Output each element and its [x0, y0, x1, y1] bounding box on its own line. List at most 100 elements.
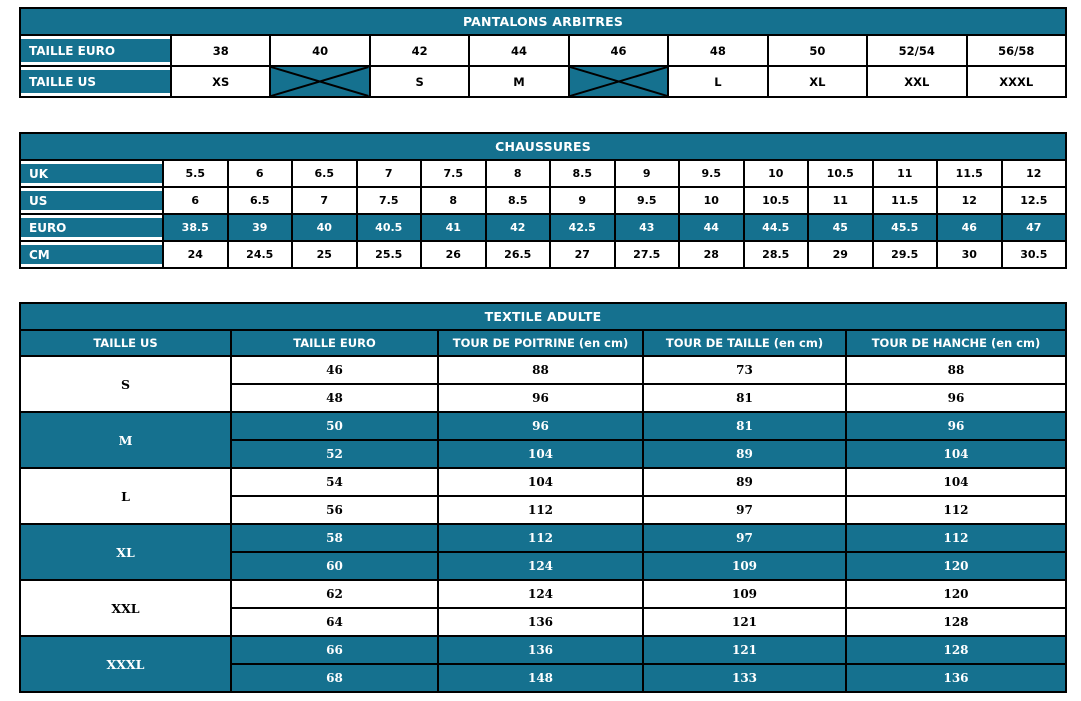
shoe-size-value-cell: 10.5	[807, 159, 874, 188]
shoe-size-value-cell: 12	[1000, 159, 1068, 188]
shoe-size-value-cell: 24	[162, 240, 229, 269]
measurement-value-cell: 124	[437, 551, 644, 581]
measurement-value-cell: 128	[844, 607, 1068, 637]
row-label-cell: TAILLE US	[19, 65, 172, 98]
textile-title: TEXTILE ADULTE	[18, 302, 1068, 331]
size-group-cell: S	[19, 355, 232, 413]
column-header-cell: TOUR DE POITRINE (en cm)	[437, 329, 644, 357]
shoe-size-value-cell: 38.5	[162, 213, 229, 242]
shoe-size-value-cell: 30.5	[1000, 240, 1068, 269]
measurement-value-cell: 96	[437, 383, 644, 413]
shoe-size-value-cell: 8.5	[484, 186, 551, 215]
shoe-size-value-cell: 8.5	[549, 159, 616, 188]
size-group-cell: XXXL	[19, 635, 232, 693]
row-label-cell: CM	[19, 240, 164, 269]
measurement-value-cell: 112	[437, 523, 644, 553]
measurement-value-cell: 48	[230, 383, 439, 413]
size-value-cell: XL	[766, 65, 869, 98]
size-value-cell: 40	[269, 34, 371, 67]
size-value-cell: XXL	[866, 65, 968, 98]
measurement-value-cell: 120	[844, 551, 1068, 581]
crossed-out-size-cell	[269, 65, 371, 98]
cross-out-icon	[570, 67, 667, 96]
size-value-cell: 50	[766, 34, 869, 67]
size-value-cell: M	[468, 65, 570, 98]
measurement-value-cell: 124	[437, 579, 644, 609]
size-value-cell: XS	[169, 65, 272, 98]
measurement-value-cell: 96	[437, 411, 644, 441]
measurement-value-cell: 81	[642, 383, 847, 413]
measurement-value-cell: 89	[642, 467, 847, 497]
shoe-size-value-cell: 42.5	[549, 213, 616, 242]
measurement-value-cell: 121	[642, 635, 847, 665]
measurement-value-cell: 104	[844, 439, 1068, 469]
measurement-value-cell: 46	[230, 355, 439, 385]
size-value-cell: 46	[567, 34, 670, 67]
measurement-value-cell: 136	[437, 635, 644, 665]
measurement-value-cell: 88	[844, 355, 1068, 385]
chaussures-title: CHAUSSURES	[18, 132, 1068, 161]
shoe-size-value-cell: 10	[742, 159, 809, 188]
shoe-size-value-cell: 45.5	[871, 213, 938, 242]
shoe-size-value-cell: 28	[678, 240, 745, 269]
shoe-size-value-cell: 8	[420, 186, 487, 215]
measurement-value-cell: 112	[844, 523, 1068, 553]
shoe-size-value-cell: 5.5	[162, 159, 229, 188]
size-value-cell: 56/58	[965, 34, 1068, 67]
shoe-size-value-cell: 9	[549, 186, 616, 215]
measurement-value-cell: 128	[844, 635, 1068, 665]
measurement-value-cell: 56	[230, 495, 439, 525]
measurement-value-cell: 58	[230, 523, 439, 553]
shoe-size-value-cell: 7.5	[355, 186, 422, 215]
measurement-value-cell: 112	[437, 495, 644, 525]
shoe-size-value-cell: 6.5	[291, 159, 358, 188]
shoe-size-value-cell: 11.5	[936, 159, 1003, 188]
measurement-value-cell: 50	[230, 411, 439, 441]
size-value-cell: S	[368, 65, 471, 98]
shoe-size-value-cell: 25.5	[355, 240, 422, 269]
shoe-size-value-cell: 25	[291, 240, 358, 269]
shoe-size-value-cell: 28.5	[742, 240, 809, 269]
measurement-value-cell: 64	[230, 607, 439, 637]
measurement-value-cell: 112	[844, 495, 1068, 525]
crossed-out-size-cell	[567, 65, 670, 98]
measurement-value-cell: 120	[844, 579, 1068, 609]
shoe-size-value-cell: 30	[936, 240, 1003, 269]
measurement-value-cell: 97	[642, 523, 847, 553]
shoe-size-value-cell: 27.5	[613, 240, 680, 269]
pantalons-title: PANTALONS ARBITRES	[18, 7, 1068, 36]
measurement-value-cell: 104	[437, 467, 644, 497]
shoe-size-value-cell: 26	[420, 240, 487, 269]
chaussures-table: CHAUSSURES UK 5.5 6 6.5 7 7.5 8 8.5 9 9.5 10 10.5 11 1…	[18, 132, 1068, 269]
shoe-size-value-cell: 6	[226, 159, 293, 188]
shoe-size-value-cell: 9	[613, 159, 680, 188]
measurement-value-cell: 52	[230, 439, 439, 469]
measurement-value-cell: 81	[642, 411, 847, 441]
column-header-cell: TOUR DE HANCHE (en cm)	[844, 329, 1068, 357]
size-value-cell: 42	[368, 34, 471, 67]
column-header-cell: TOUR DE TAILLE (en cm)	[642, 329, 847, 357]
shoe-size-value-cell: 29.5	[871, 240, 938, 269]
measurement-value-cell: 104	[844, 467, 1068, 497]
shoe-size-value-cell: 29	[807, 240, 874, 269]
pantalons-arbitres-table: PANTALONS ARBITRES TAILLE EURO 38 40 42 44 46 4…	[18, 7, 1068, 98]
shoe-size-value-cell: 46	[936, 213, 1003, 242]
size-value-cell: 48	[667, 34, 769, 67]
shoe-size-value-cell: 10.5	[742, 186, 809, 215]
size-group-cell: XXL	[19, 579, 232, 637]
shoe-size-value-cell: 42	[484, 213, 551, 242]
shoe-size-value-cell: 12.5	[1000, 186, 1068, 215]
row-label-cell: EURO	[19, 213, 164, 242]
row-label-cell: US	[19, 186, 164, 215]
shoe-size-value-cell: 44	[678, 213, 745, 242]
size-group-cell: L	[19, 467, 232, 525]
shoe-size-value-cell: 9.5	[678, 159, 745, 188]
shoe-size-value-cell: 9.5	[613, 186, 680, 215]
shoe-size-value-cell: 6.5	[226, 186, 293, 215]
measurement-value-cell: 133	[642, 663, 847, 693]
shoe-size-value-cell: 26.5	[484, 240, 551, 269]
measurement-value-cell: 96	[844, 383, 1068, 413]
shoe-size-value-cell: 11	[871, 159, 938, 188]
measurement-value-cell: 136	[844, 663, 1068, 693]
textile-adulte-table: TEXTILE ADULTE TAILLE US TAILLE EURO TOUR D…	[18, 302, 1068, 693]
